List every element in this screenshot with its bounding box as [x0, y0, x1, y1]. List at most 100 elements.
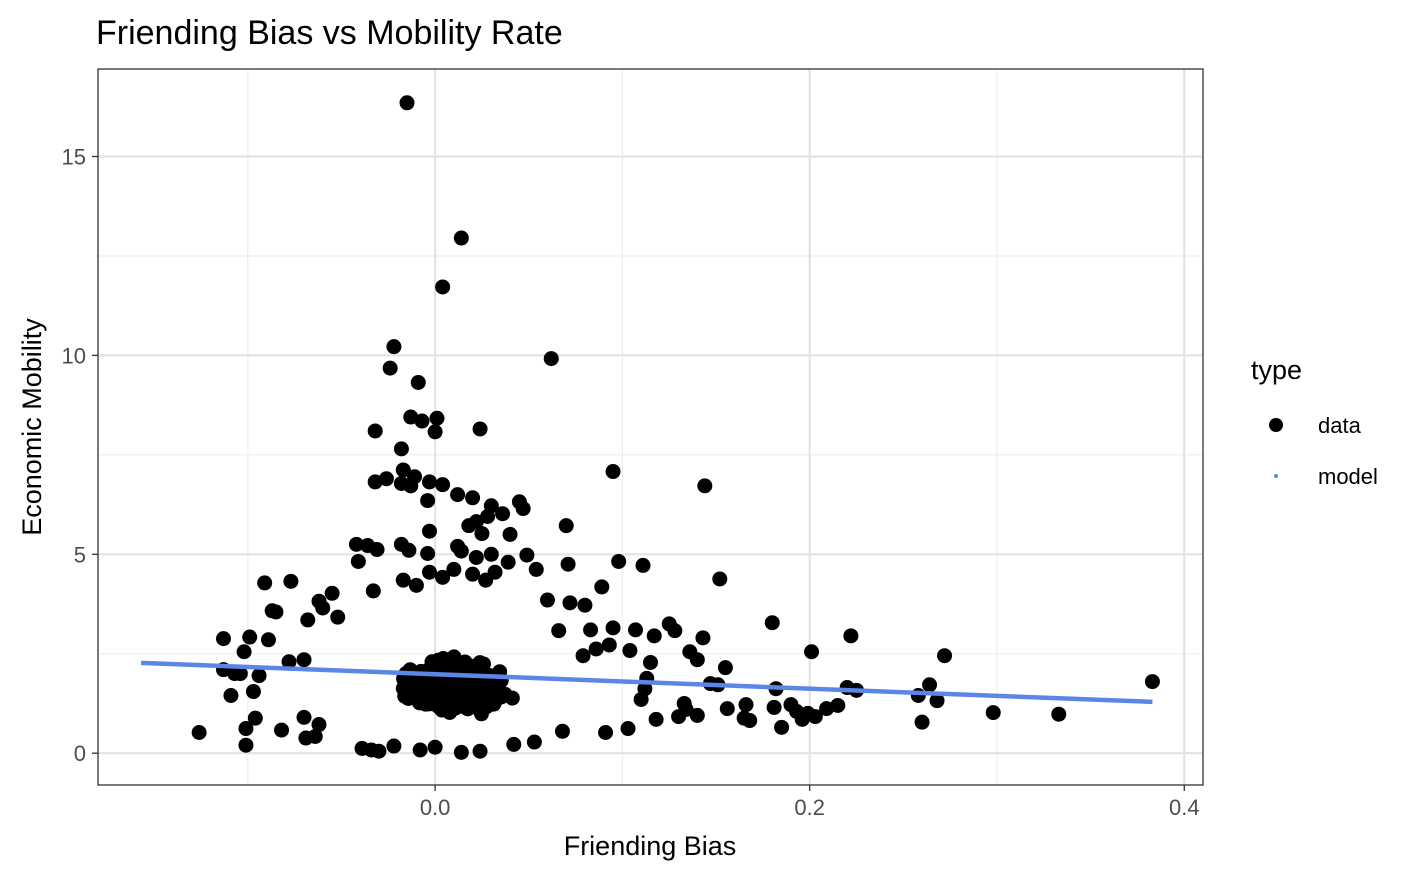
x-tick-label: 0.4 — [1169, 795, 1200, 820]
data-point — [495, 506, 511, 522]
data-point — [300, 612, 316, 628]
data-point — [435, 477, 451, 493]
data-point — [558, 518, 574, 534]
data-point — [766, 699, 782, 715]
data-point — [245, 684, 261, 700]
data-point — [474, 526, 490, 542]
data-point — [227, 666, 243, 682]
data-point — [628, 622, 644, 638]
data-point — [774, 719, 790, 735]
x-tick-label: 0.0 — [420, 795, 451, 820]
data-point — [386, 339, 402, 355]
data-point — [350, 553, 366, 569]
data-point — [807, 709, 823, 725]
panel-border — [97, 68, 1204, 786]
data-point — [395, 462, 411, 478]
data-point — [247, 710, 263, 726]
data-point — [472, 421, 488, 437]
data-point — [676, 695, 692, 711]
model-line — [140, 660, 1153, 705]
data-point — [515, 501, 531, 517]
data-point — [473, 706, 489, 722]
data-point — [719, 701, 735, 717]
legend-data-marker — [1269, 418, 1283, 432]
legend-model-marker — [1274, 474, 1278, 478]
x-axis-title: Friending Bias — [564, 831, 737, 861]
data-point — [605, 620, 621, 636]
data-point — [281, 654, 297, 670]
data-point — [324, 585, 340, 601]
data-point — [422, 474, 437, 490]
y-tick-label: 5 — [74, 542, 86, 567]
data-point — [453, 543, 469, 559]
data-point — [483, 546, 499, 562]
data-point — [1144, 674, 1160, 690]
data-point — [929, 693, 945, 709]
data-point — [671, 709, 687, 725]
y-tick-label: 10 — [62, 343, 86, 368]
data-point — [386, 738, 402, 754]
data-point — [401, 542, 417, 558]
data-point — [260, 632, 276, 648]
data-point — [667, 623, 683, 639]
model-regression-line — [140, 660, 1153, 705]
data-point — [296, 709, 312, 725]
y-tick-label: 15 — [62, 145, 86, 170]
data-point — [367, 423, 383, 439]
data-point — [283, 573, 299, 589]
data-point — [311, 717, 327, 733]
data-point — [461, 518, 477, 534]
data-point — [819, 701, 835, 717]
data-point — [435, 569, 451, 585]
data-point — [330, 609, 346, 625]
data-point — [601, 637, 617, 653]
data-point — [643, 654, 658, 670]
data-point — [910, 688, 926, 703]
data-point — [251, 668, 267, 684]
data-point — [446, 561, 462, 577]
data-point — [611, 553, 627, 569]
y-axis-title: Economic Mobility — [17, 318, 47, 536]
data-point — [480, 509, 496, 524]
data-point — [378, 471, 394, 487]
data-point — [465, 566, 481, 582]
major-gridlines — [98, 69, 1203, 785]
data-point — [468, 549, 484, 565]
data-point — [420, 545, 436, 561]
data-point — [594, 579, 610, 595]
data-point — [429, 410, 445, 426]
legend-data-label: data — [1318, 413, 1362, 438]
legend-title: type — [1251, 355, 1302, 385]
data-point — [504, 690, 520, 706]
data-point — [697, 478, 713, 494]
data-point — [712, 571, 728, 587]
data-point — [804, 644, 820, 660]
data-points — [191, 95, 1160, 760]
data-point — [575, 648, 591, 664]
data-point — [635, 557, 651, 573]
data-point — [399, 95, 415, 111]
data-point — [382, 360, 398, 376]
data-point — [488, 688, 504, 704]
data-point — [238, 737, 254, 753]
data-point — [268, 604, 284, 620]
data-point — [985, 705, 1001, 721]
data-point — [695, 630, 711, 646]
data-point — [472, 743, 488, 759]
data-point — [689, 652, 705, 668]
data-point — [408, 577, 424, 593]
data-point — [598, 724, 614, 740]
data-point — [914, 714, 930, 730]
data-point — [403, 478, 419, 494]
y-tick-label: 0 — [74, 741, 86, 766]
data-point — [543, 351, 559, 367]
data-point — [648, 711, 664, 727]
data-point — [502, 526, 518, 542]
data-point — [764, 615, 780, 631]
data-point — [539, 592, 555, 608]
data-point — [551, 623, 567, 639]
data-point — [427, 424, 443, 440]
data-point — [830, 697, 846, 713]
data-point — [223, 688, 239, 703]
